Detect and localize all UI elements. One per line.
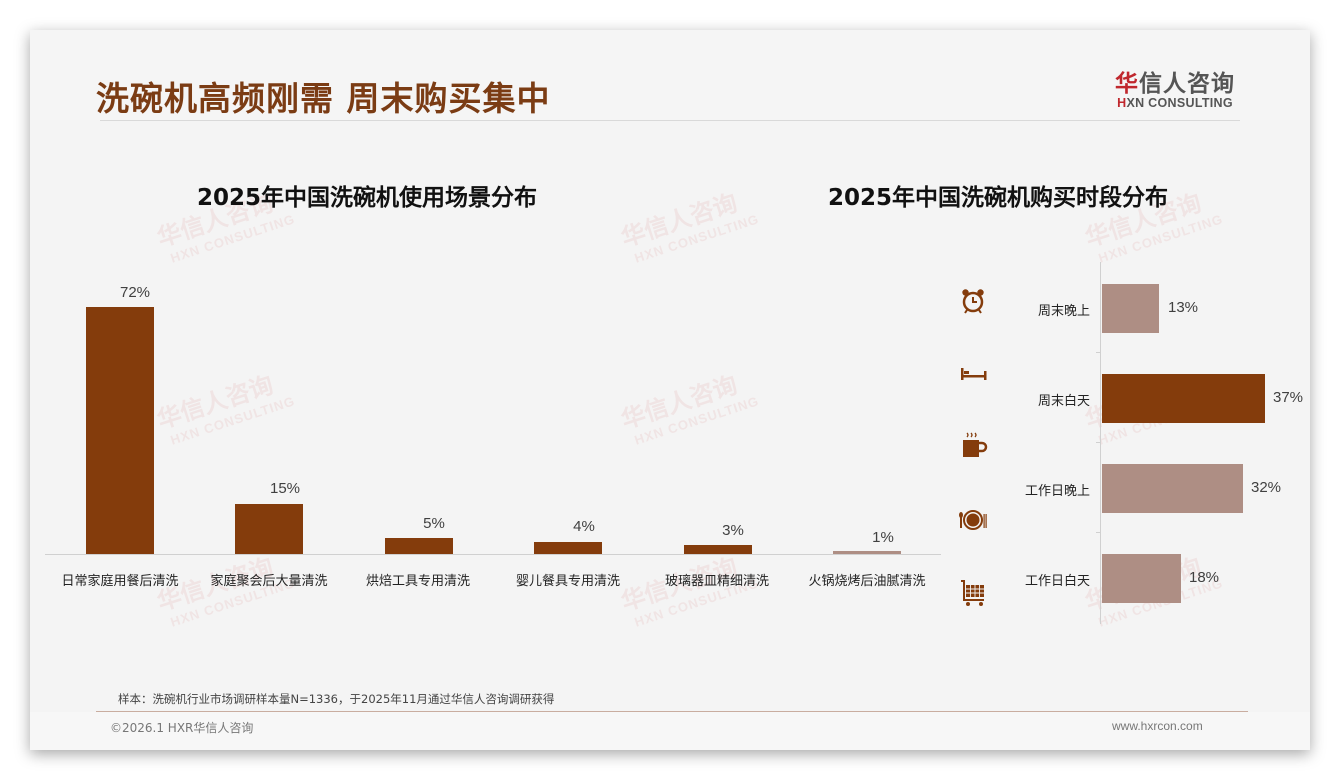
bar-value: 1% [872, 529, 894, 546]
header-band [30, 30, 1310, 120]
bar-weekend-evening [1102, 284, 1159, 333]
logo-en-name: XN CONSULTING [1126, 96, 1233, 110]
company-logo: 华信人咨询 HXN CONSULTING [1110, 64, 1240, 110]
coffee-cup-icon [963, 432, 988, 457]
bed-icon [961, 368, 987, 380]
bar-weekend-daytime [1102, 374, 1265, 423]
usage-chart-title: 2025年中国洗碗机使用场景分布 [197, 185, 538, 211]
bar-glassware [684, 545, 752, 554]
y-axis-line [1100, 262, 1101, 624]
axis-tick [1096, 532, 1101, 533]
bar-daily-meal [86, 307, 154, 554]
bar-value: 5% [423, 515, 445, 532]
bar-workday-daytime [1102, 554, 1181, 603]
axis-tick [1096, 352, 1101, 353]
bar-value: 37% [1273, 389, 1304, 406]
bar-value: 4% [573, 518, 595, 535]
bar-value: 15% [269, 480, 301, 497]
usage-scenario-chart: 72% 日常家庭用餐后清洗 15% 家庭聚会后大量清洗 5% 烘焙工具专用清洗 … [45, 30, 945, 750]
category-label: 婴儿餐具专用清洗 [515, 574, 620, 589]
footer-band [30, 712, 1310, 750]
category-label: 火锅烧烤后油腻清洗 [808, 574, 926, 589]
category-label: 玻璃器皿精细清洗 [664, 574, 769, 589]
axis-tick [1096, 442, 1101, 443]
bar-value: 3% [722, 522, 744, 539]
category-label: 日常家庭用餐后清洗 [61, 574, 179, 589]
bar-value: 13% [1168, 299, 1199, 316]
website-link[interactable]: www.hxrcon.com [1112, 719, 1203, 733]
plate-cutlery-icon [959, 510, 987, 530]
category-label: 工作日白天 [1024, 574, 1090, 589]
logo-hua: 华 [1115, 71, 1139, 97]
bar-value: 72% [119, 284, 151, 301]
category-label: 家庭聚会后大量清洗 [210, 574, 328, 589]
alarm-clock-icon [962, 289, 984, 314]
purchase-chart-title: 2025年中国洗碗机购买时段分布 [828, 185, 1169, 211]
title-divider [100, 120, 1240, 121]
slide: 洗碗机高频刚需 周末购买集中 华信人咨询 HXN CONSULTING 华信人咨… [30, 30, 1310, 750]
shopping-cart-icon [961, 580, 984, 606]
bar-value: 18% [1189, 569, 1220, 586]
page-title: 洗碗机高频刚需 周末购买集中 [96, 79, 551, 118]
footer-divider [96, 711, 1248, 712]
sample-footnote: 样本：洗碗机行业市场调研样本量N=1336，于2025年11月通过华信人咨询调研… [118, 692, 555, 706]
category-label: 周末白天 [1037, 394, 1090, 409]
bar-party [235, 504, 303, 554]
bar-hotpot [833, 551, 901, 554]
category-label: 工作日晚上 [1024, 484, 1090, 499]
x-axis-line [45, 554, 941, 555]
copyright: ©2026.1 HXR华信人咨询 [110, 721, 254, 735]
bar-value: 32% [1251, 479, 1282, 496]
bar-baking [385, 538, 453, 554]
logo-en-h: H [1117, 96, 1127, 110]
logo-name: 信人咨询 [1139, 71, 1235, 97]
category-label: 周末晚上 [1037, 304, 1090, 319]
category-label: 烘焙工具专用清洗 [365, 574, 470, 589]
bar-workday-evening [1102, 464, 1243, 513]
bar-baby [534, 542, 602, 554]
